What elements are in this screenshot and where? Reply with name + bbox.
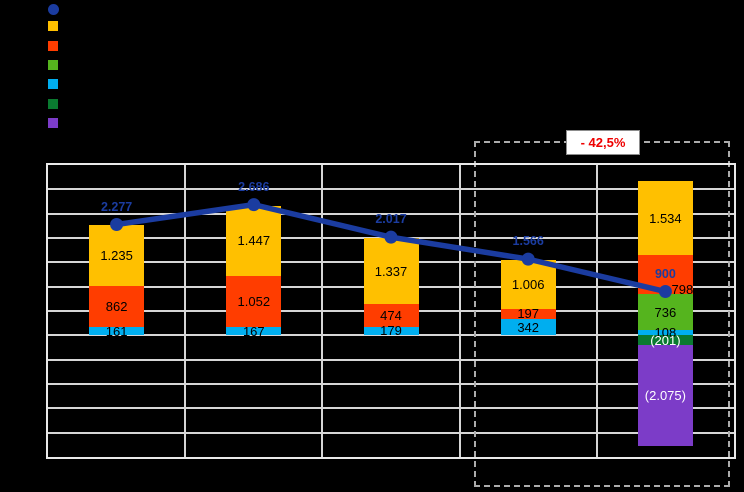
- bar-segment-label: 862: [105, 299, 128, 315]
- h-gridline: [48, 383, 734, 385]
- bar-segment-label: 1.235: [100, 247, 133, 263]
- bar-segment-dark-green-segment: [637, 335, 693, 346]
- bar-segment-label: 1.447: [237, 233, 271, 249]
- series-yellow-legend-marker-icon: [48, 21, 58, 32]
- bar-segment-orange-segment: [363, 303, 419, 327]
- series-cyan-legend-marker-icon: [48, 79, 58, 90]
- v-gridline: [184, 165, 187, 457]
- bar-segment-label: 179: [380, 323, 402, 339]
- bar-segment-label: 167: [242, 323, 265, 339]
- bar-segment-purple-segment: [637, 345, 693, 447]
- bar-segment-cyan-segment: [363, 326, 419, 336]
- legend-item-series-dark-green: [48, 98, 58, 109]
- series-purple-legend-marker-icon: [48, 117, 58, 128]
- bar-segment-label: 736: [654, 304, 677, 320]
- series-orange-legend-marker-icon: [48, 40, 58, 51]
- legend-item-series-yellow: [48, 21, 58, 32]
- bar-segment-label: 474: [380, 307, 402, 323]
- bar-segment-label: 1.006: [511, 277, 545, 293]
- legend-item-series-green: [48, 59, 58, 70]
- series-green-legend-marker-icon: [48, 59, 58, 70]
- series-dark-green-legend-marker-icon: [48, 98, 58, 109]
- h-gridline: [48, 358, 734, 361]
- h-gridline: [48, 407, 734, 410]
- v-gridline: [595, 165, 598, 457]
- trend-point-label: 900: [654, 266, 676, 281]
- v-gridline: [321, 165, 324, 457]
- bar-segment-cyan-segment: [637, 330, 693, 336]
- legend-item-series-purple: [48, 117, 58, 128]
- bar-segment-label: 161: [105, 323, 128, 339]
- bar-segment-cyan-segment: [89, 327, 145, 336]
- legend-item-line-series: [48, 4, 59, 15]
- bar-segment-label: 1.534: [649, 210, 682, 226]
- bar-segment-orange-segment: [500, 309, 556, 319]
- percent-change-badge: - 42,5%: [566, 130, 640, 155]
- line-series-legend-marker-icon: [48, 4, 59, 15]
- percent-change-label: - 42,5%: [580, 135, 626, 150]
- h-gridline: [48, 334, 734, 337]
- trend-point-label: 2.277: [100, 199, 133, 214]
- bar-segment-label: 108: [654, 325, 677, 341]
- h-gridline: [48, 431, 734, 434]
- bar-segment-cyan-segment: [500, 318, 556, 336]
- trend-point-label: 2.017: [375, 212, 407, 227]
- v-gridline: [458, 165, 461, 457]
- bar-segment-label: 197: [517, 306, 540, 322]
- bar-segment-label: 342: [517, 319, 540, 335]
- bar-segment-cyan-segment: [226, 327, 282, 336]
- bar-segment-green-segment: [637, 294, 693, 331]
- bar-segment-label: (2.075): [644, 388, 686, 404]
- trend-point-label: 1.566: [512, 234, 544, 249]
- h-gridline: [48, 188, 734, 191]
- legend-item-series-cyan: [48, 79, 58, 90]
- legend-item-series-orange: [48, 40, 58, 51]
- trend-point-label: 2.686: [238, 179, 270, 194]
- bar-segment-label: 798: [671, 282, 694, 298]
- bar-segment-label: 1.337: [374, 263, 408, 279]
- bar-segment-label: (201): [650, 332, 681, 348]
- bar-segment-label: 1.052: [237, 294, 271, 310]
